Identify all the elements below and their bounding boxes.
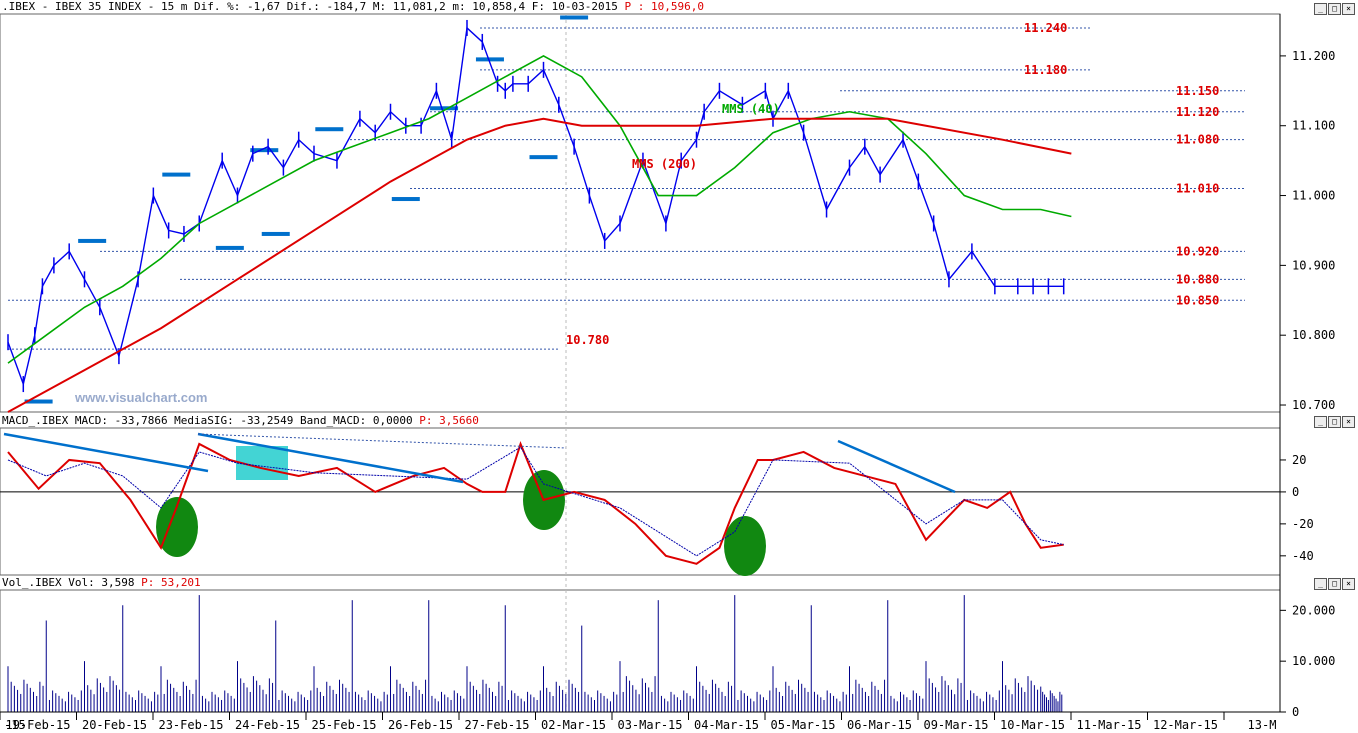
macd-series-mediasig: [7, 446, 1064, 557]
level-label: 10.780: [566, 333, 609, 347]
series-price: [7, 26, 1064, 387]
swing-marker: [475, 57, 504, 62]
x-tick-label: 04-Mar-15: [694, 718, 759, 732]
level-label: 11.180: [1024, 63, 1067, 77]
swing-marker: [261, 231, 290, 236]
macd-trend-line: [3, 432, 209, 473]
vol-y-tick-label: 0: [1292, 705, 1299, 719]
macd-close-button[interactable]: ×: [1342, 416, 1355, 428]
price-last: P : 10,596,0: [624, 0, 705, 13]
x-tick-label: 26-Feb-15: [388, 718, 453, 732]
vol-y-tick-label: 20.000: [1292, 603, 1335, 617]
x-tick-label-first: -15: [4, 718, 26, 732]
macd-maximize-button[interactable]: □: [1328, 416, 1341, 428]
swing-marker: [78, 238, 107, 243]
macd-y-tick-label: 0: [1292, 485, 1299, 499]
series-mms-40-: [7, 54, 1072, 364]
level-label: 11.150: [1176, 84, 1219, 98]
price-y-tick-label: 11.000: [1292, 189, 1335, 203]
macd-series-macd: [7, 441, 1064, 565]
x-tick-label: 19-Feb-15: [5, 718, 70, 732]
vol-y-tick-label: 10.000: [1292, 654, 1335, 668]
swing-marker: [24, 399, 53, 404]
level-label: 10.880: [1176, 272, 1219, 286]
macd-y-tick-label: -40: [1292, 549, 1314, 563]
swing-marker: [162, 172, 191, 177]
macd-header: MACD_.IBEX MACD: -33,7866 MediaSIG: -33,…: [2, 414, 479, 427]
macd-trend-line: [837, 439, 956, 494]
price-y-tick-label: 11.200: [1292, 49, 1335, 63]
macd-divergence-circle: [156, 497, 198, 557]
x-tick-label: 02-Mar-15: [541, 718, 606, 732]
price-minimize-button[interactable]: _: [1314, 3, 1327, 15]
x-tick-label: 12-Mar-15: [1153, 718, 1218, 732]
price-maximize-button[interactable]: □: [1328, 3, 1341, 15]
x-tick-label: 20-Feb-15: [82, 718, 147, 732]
level-label: 11.120: [1176, 105, 1219, 119]
level-label: 10.850: [1176, 293, 1219, 307]
price-y-tick-label: 10.900: [1292, 258, 1335, 272]
x-tick-label: 03-Mar-15: [617, 718, 682, 732]
vol-last: P: 53,201: [141, 576, 201, 589]
swing-marker: [315, 127, 344, 132]
price-y-tick-label: 10.700: [1292, 398, 1335, 412]
x-tick-label: 27-Feb-15: [464, 718, 529, 732]
level-label: 10.920: [1176, 244, 1219, 258]
macd-minimize-button[interactable]: _: [1314, 416, 1327, 428]
mms40-label: MMS (40): [722, 102, 780, 116]
x-tick-label: 05-Mar-15: [770, 718, 835, 732]
volume-panel: [0, 589, 1281, 713]
macd-last: P: 3,5660: [419, 414, 479, 427]
watermark: www.visualchart.com: [75, 390, 208, 405]
vol-header: Vol_.IBEX Vol: 3,598 P: 53,201: [2, 576, 201, 589]
swing-marker: [391, 197, 420, 202]
price-panel: [0, 13, 1281, 413]
price-y-tick-label: 11.100: [1292, 119, 1335, 133]
vol-close-button[interactable]: ×: [1342, 578, 1355, 590]
level-label: 11.010: [1176, 182, 1219, 196]
price-info: .IBEX - IBEX 35 INDEX - 15 m Dif. %: -1,…: [2, 0, 618, 13]
macd-guide-line: [197, 433, 567, 449]
swing-marker: [250, 148, 279, 153]
swing-marker: [430, 106, 459, 111]
x-tick-label: 11-Mar-15: [1076, 718, 1141, 732]
macd-trend-line: [197, 432, 464, 484]
series-mms-200-: [7, 117, 1072, 413]
macd-y-tick-label: -20: [1292, 517, 1314, 531]
x-tick-label: 24-Feb-15: [235, 718, 300, 732]
price-y-tick-label: 10.800: [1292, 328, 1335, 342]
x-tick-label: 23-Feb-15: [158, 718, 223, 732]
vol-maximize-button[interactable]: □: [1328, 578, 1341, 590]
vol-minimize-button[interactable]: _: [1314, 578, 1327, 590]
price-header: .IBEX - IBEX 35 INDEX - 15 m Dif. %: -1,…: [2, 0, 704, 13]
x-tick-label: 09-Mar-15: [923, 718, 988, 732]
macd-y-tick-label: 20: [1292, 453, 1306, 467]
price-close-button[interactable]: ×: [1342, 3, 1355, 15]
swing-marker: [560, 15, 589, 20]
level-label: 11.240: [1024, 21, 1067, 35]
macd-panel: [0, 427, 1281, 576]
level-label: 11.080: [1176, 133, 1219, 147]
x-tick-label: 25-Feb-15: [311, 718, 376, 732]
vol-info: Vol_.IBEX Vol: 3,598: [2, 576, 135, 589]
swing-marker: [215, 245, 244, 250]
macd-divergence-circle: [724, 516, 766, 576]
x-tick-label: 13-M: [1248, 718, 1277, 732]
x-tick-label: 10-Mar-15: [1000, 718, 1065, 732]
macd-info: MACD_.IBEX MACD: -33,7866 MediaSIG: -33,…: [2, 414, 413, 427]
swing-marker: [529, 155, 558, 160]
x-tick-label: 06-Mar-15: [847, 718, 912, 732]
mms200-label: MMS (200): [632, 157, 697, 171]
